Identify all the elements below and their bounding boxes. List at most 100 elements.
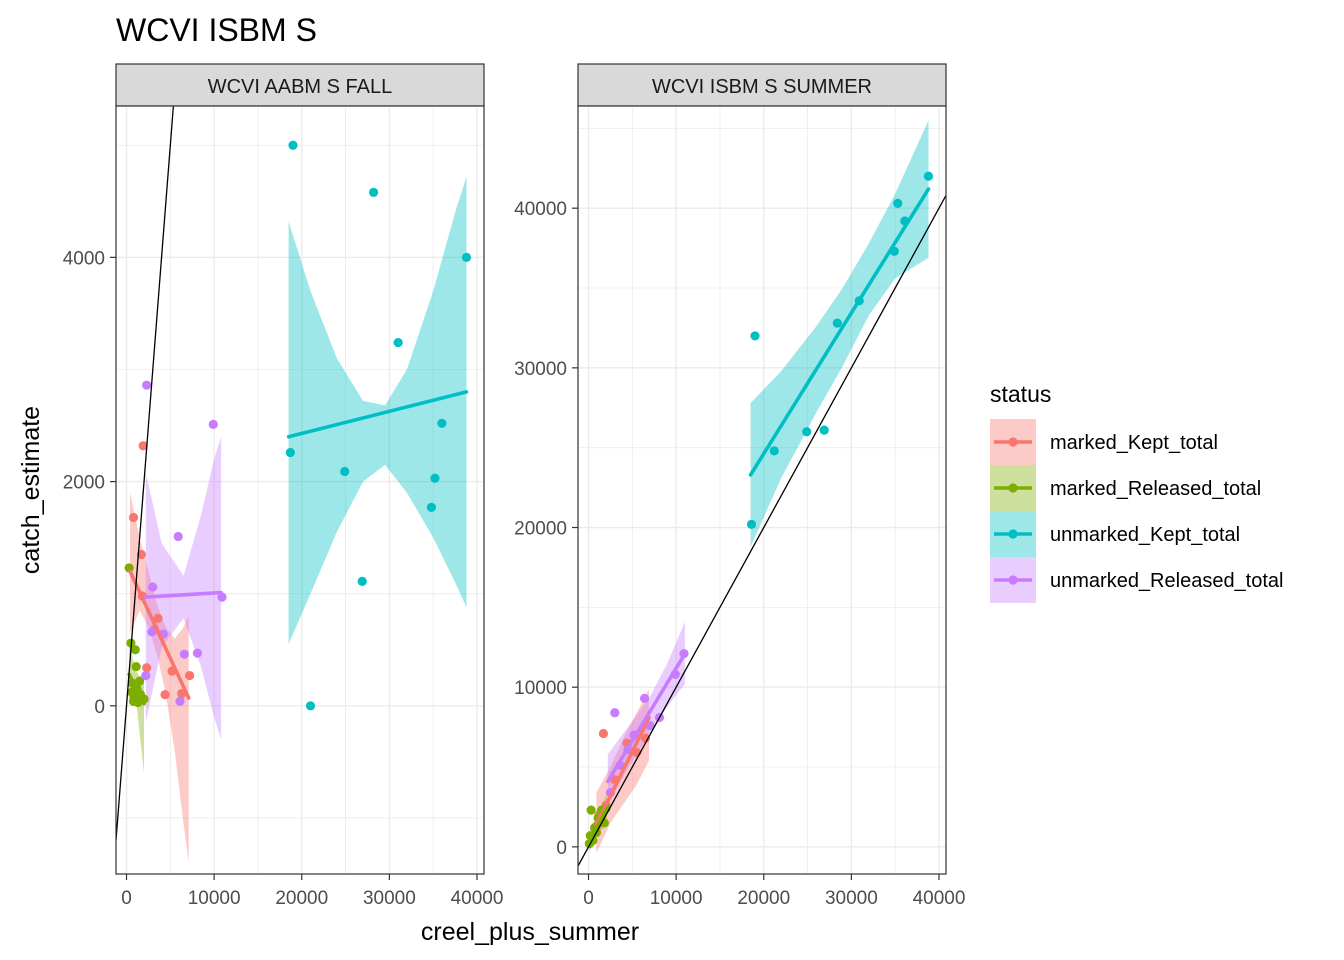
data-point-unmarked_Released_total bbox=[141, 670, 151, 681]
data-point-unmarked_Kept_total bbox=[893, 198, 903, 208]
data-point-marked_Released_total bbox=[586, 805, 596, 815]
data-point-unmarked_Kept_total bbox=[369, 187, 379, 197]
y-tick-label: 40000 bbox=[514, 199, 567, 220]
x-tick-label: 0 bbox=[583, 888, 594, 909]
data-point-unmarked_Kept_total bbox=[832, 318, 842, 328]
confidence-band-marked_Kept_total bbox=[130, 492, 189, 863]
strip-background bbox=[577, 63, 947, 107]
y-tick-label: 0 bbox=[556, 838, 567, 859]
fit-line-unmarked_Released_total bbox=[605, 651, 687, 784]
data-point-marked_Kept_total bbox=[185, 670, 195, 681]
data-point-unmarked_Kept_total bbox=[750, 331, 760, 341]
data-point-marked_Released_total bbox=[131, 661, 141, 672]
plot-layer bbox=[116, 106, 472, 863]
data-point-unmarked_Released_total bbox=[148, 582, 158, 592]
x-tick-label: 40000 bbox=[913, 888, 966, 909]
data-point-unmarked_Released_total bbox=[179, 649, 189, 659]
identity-reference-line bbox=[578, 195, 946, 867]
x-tick-label: 10000 bbox=[188, 888, 241, 909]
x-tick-label: 20000 bbox=[275, 888, 328, 909]
legend-title: status bbox=[990, 381, 1051, 407]
x-tick-label: 20000 bbox=[737, 888, 790, 909]
data-point-unmarked_Released_total bbox=[142, 380, 152, 390]
data-point-unmarked_Kept_total bbox=[437, 418, 447, 428]
fit-line-marked_Released_total bbox=[587, 806, 609, 844]
identity-reference-line bbox=[116, 106, 175, 841]
grid-lines bbox=[578, 106, 946, 874]
data-point-marked_Kept_total bbox=[128, 512, 139, 523]
x-tick-label: 10000 bbox=[650, 888, 703, 909]
strip-label: WCVI ISBM S SUMMER bbox=[652, 76, 872, 98]
data-point-unmarked_Kept_total bbox=[305, 701, 316, 711]
legend-key-point bbox=[1008, 437, 1018, 447]
x-tick-label: 40000 bbox=[451, 888, 504, 909]
x-axis-title: creel_plus_summer bbox=[421, 918, 639, 946]
data-point-unmarked_Kept_total bbox=[426, 502, 437, 512]
strip-label: WCVI AABM S FALL bbox=[208, 76, 393, 98]
data-point-marked_Kept_total bbox=[153, 613, 163, 623]
y-tick-label: 0 bbox=[94, 697, 105, 718]
panel-border bbox=[115, 105, 485, 875]
data-point-unmarked_Released_total bbox=[639, 693, 650, 703]
fit-line-unmarked_Released_total bbox=[143, 590, 223, 599]
legend: status marked_Kept_total marked_Released_… bbox=[990, 381, 1284, 603]
legend-key-point bbox=[1008, 483, 1018, 493]
panel-isbm-summer: WCVI ISBM S SUMMER 0 10000 20000 30000 40000… bbox=[514, 63, 966, 909]
data-point-unmarked_Kept_total bbox=[802, 427, 812, 437]
legend-label: marked_Released_total bbox=[1050, 478, 1261, 500]
data-point-unmarked_Kept_total bbox=[288, 140, 298, 150]
y-tick-label: 2000 bbox=[63, 473, 105, 494]
data-point-marked_Released_total bbox=[130, 645, 140, 655]
data-point-marked_Kept_total bbox=[138, 441, 148, 451]
fit-line-marked_Kept_total bbox=[128, 569, 191, 700]
data-point-marked_Released_total bbox=[135, 676, 145, 686]
data-point-marked_Released_total bbox=[128, 696, 139, 706]
data-point-unmarked_Kept_total bbox=[357, 576, 367, 586]
fit-line-unmarked_Kept_total bbox=[748, 187, 931, 477]
data-point-unmarked_Kept_total bbox=[819, 425, 829, 435]
x-tick-label: 0 bbox=[121, 888, 132, 909]
y-tick-label: 20000 bbox=[514, 519, 567, 540]
confidence-band-unmarked_Kept_total bbox=[288, 176, 467, 645]
data-point-unmarked_Kept_total bbox=[393, 337, 403, 348]
data-point-unmarked_Released_total bbox=[175, 696, 185, 706]
data-point-unmarked_Kept_total bbox=[746, 519, 757, 529]
data-point-unmarked_Released_total bbox=[610, 708, 620, 718]
data-point-unmarked_Kept_total bbox=[769, 446, 779, 456]
plot-layer bbox=[578, 120, 946, 867]
y-tick-label: 30000 bbox=[514, 359, 567, 380]
data-point-unmarked_Kept_total bbox=[461, 252, 472, 262]
data-point-unmarked_Released_total bbox=[217, 592, 227, 602]
x-tick-label: 30000 bbox=[363, 888, 416, 909]
data-point-marked_Kept_total bbox=[160, 690, 170, 700]
panel-border bbox=[577, 105, 947, 875]
data-point-marked_Kept_total bbox=[142, 663, 152, 673]
y-tick-label: 4000 bbox=[63, 248, 105, 269]
legend-key-point bbox=[1008, 575, 1018, 585]
data-point-marked_Kept_total bbox=[640, 733, 651, 743]
fit-line-marked_Released_total bbox=[127, 672, 146, 706]
fit-line-unmarked_Kept_total bbox=[286, 390, 469, 439]
data-point-unmarked_Released_total bbox=[208, 419, 218, 430]
panel-background bbox=[116, 106, 484, 874]
strip-background bbox=[115, 63, 485, 107]
fit-line-marked_Kept_total bbox=[594, 715, 651, 827]
panel-background bbox=[578, 106, 946, 874]
data-point-unmarked_Kept_total bbox=[340, 466, 350, 477]
legend-key-point bbox=[1008, 529, 1018, 539]
data-point-unmarked_Kept_total bbox=[923, 171, 934, 181]
x-tick-label: 30000 bbox=[825, 888, 878, 909]
data-point-unmarked_Released_total bbox=[173, 531, 183, 542]
data-point-marked_Kept_total bbox=[598, 728, 609, 739]
y-tick-label: 10000 bbox=[514, 678, 567, 699]
confidence-band-marked_Released_total bbox=[129, 644, 144, 774]
data-point-unmarked_Released_total bbox=[147, 627, 157, 637]
confidence-band-unmarked_Released_total bbox=[145, 436, 222, 740]
y-axis-title: catch_estimate bbox=[17, 406, 45, 574]
legend-label: unmarked_Released_total bbox=[1050, 570, 1284, 592]
chart-title: WCVI ISBM S bbox=[116, 12, 317, 48]
panel-aabm-fall: WCVI AABM S FALL 0 10000 20000 30000 40000 0 2… bbox=[63, 63, 504, 909]
data-point-unmarked_Kept_total bbox=[430, 473, 440, 483]
legend-label: unmarked_Kept_total bbox=[1050, 524, 1240, 546]
